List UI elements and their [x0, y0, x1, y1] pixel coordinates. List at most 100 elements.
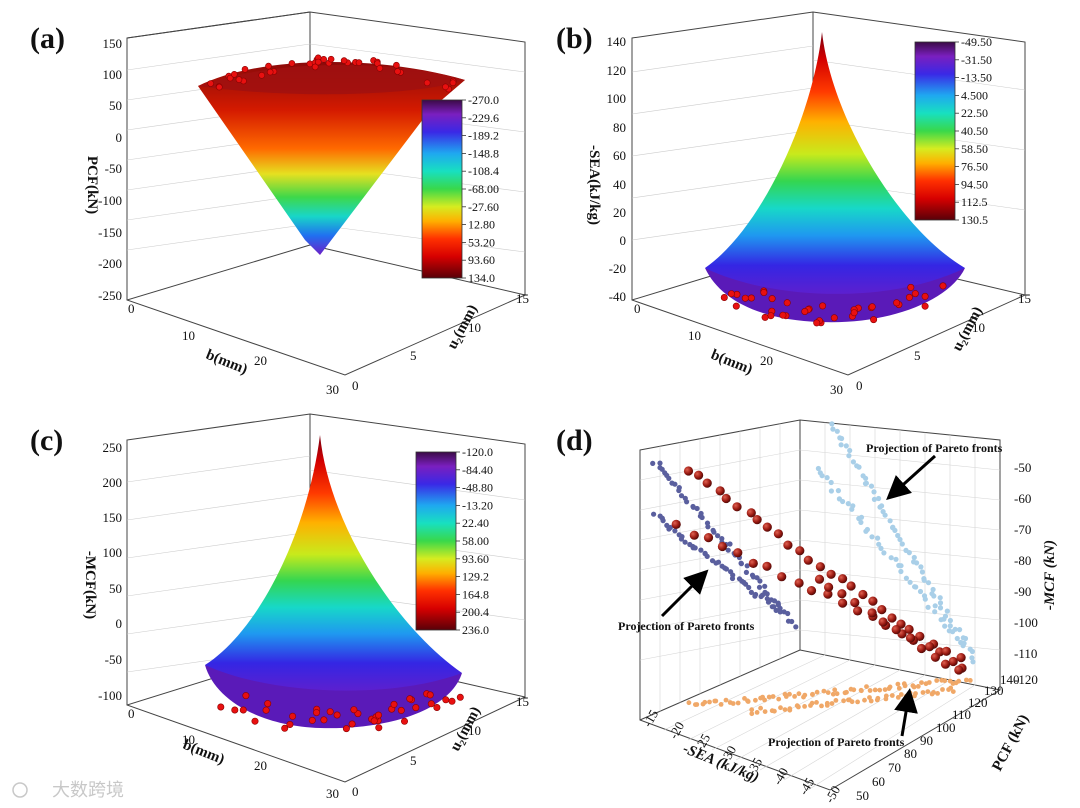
sample-point: [741, 294, 749, 302]
panel-b-z-tick: 140: [607, 34, 627, 49]
projection-point: [752, 593, 758, 599]
sample-point: [783, 299, 791, 307]
projection-point: [864, 684, 869, 689]
projection-point: [787, 691, 792, 697]
projection-point: [773, 607, 779, 614]
projection-point: [715, 533, 721, 539]
panel-c-x-tick: 30: [326, 786, 339, 801]
projection-point: [835, 488, 842, 494]
panel-a-y-tick: 0: [352, 378, 359, 393]
projection-point: [796, 704, 801, 710]
projection-point: [776, 696, 782, 702]
panel-a-y-tick: 15: [516, 291, 529, 306]
projection-point: [876, 495, 882, 502]
projection-point: [882, 687, 888, 692]
colorbar-label: 40.50: [961, 124, 988, 138]
projection-point: [802, 692, 808, 698]
projection-point: [944, 608, 950, 614]
projection-point: [940, 687, 945, 692]
panel-c-z-tick: 200: [103, 475, 123, 490]
sample-point: [449, 79, 457, 86]
colorbar-label: -120.0: [462, 445, 493, 459]
sample-point: [350, 706, 358, 714]
panel-d-z-tick: -60: [1014, 491, 1031, 506]
panel-c-x-tick: 0: [128, 706, 135, 721]
pareto-point: [941, 646, 952, 656]
sample-point: [907, 283, 915, 291]
pareto-point: [948, 656, 958, 667]
pareto-point: [930, 652, 941, 662]
sample-point: [241, 66, 249, 73]
projection-point: [918, 564, 924, 570]
sample-point: [370, 717, 378, 725]
pareto-point: [954, 665, 964, 675]
sample-point: [264, 700, 272, 708]
panel-c-z-tick: 100: [103, 545, 123, 560]
panel-c-x-tick: 10: [182, 732, 195, 747]
projection-point: [651, 511, 657, 517]
pareto-point: [703, 533, 714, 543]
panel-d-z-label: -MCF (kN): [1042, 540, 1058, 610]
projection-point: [922, 596, 928, 602]
projection-point: [902, 683, 908, 689]
projection-point: [914, 560, 920, 566]
pareto-point: [824, 582, 834, 592]
projection-point: [839, 435, 845, 442]
projection-point: [829, 701, 835, 706]
panel-b-surface: [705, 32, 965, 304]
projection-point: [844, 689, 849, 695]
sample-point: [720, 293, 728, 301]
panel-b-z-tick: -40: [609, 289, 626, 304]
sample-point: [326, 708, 334, 716]
sample-point: [397, 706, 405, 714]
projection-point: [874, 697, 880, 703]
projection-point: [903, 693, 909, 699]
pareto-point: [837, 589, 847, 599]
projection-point: [749, 707, 755, 713]
projection-point: [758, 705, 763, 711]
projection-point: [931, 690, 936, 695]
projection-point: [772, 708, 777, 714]
pareto-point: [702, 478, 712, 488]
sample-point: [393, 61, 400, 69]
colorbar-label: 236.0: [462, 623, 489, 637]
projection-point: [815, 465, 822, 472]
projection-point: [858, 514, 865, 520]
panel-c-y-ticks: 0 5 10 15: [352, 694, 529, 799]
panel-a: (a) 150 100 50 0 -50 -100: [30, 11, 529, 397]
projection-point: [725, 547, 731, 553]
projection-point: [871, 489, 877, 495]
panel-b-x-label: b(mm): [709, 347, 755, 378]
panel-d-x-tick: -40: [770, 765, 792, 788]
projection-point: [942, 623, 948, 629]
panel-b-z-tick: 40: [613, 177, 626, 192]
panel-a-z-tick: 100: [103, 67, 123, 82]
colorbar-label: -13.50: [961, 71, 992, 85]
panel-a-letter: (a): [30, 22, 65, 55]
panel-c-colorbar-labels: -120.0 -84.40 -48.80 -13.20 22.40 58.00 93.60 1…: [456, 445, 493, 637]
projection-point: [942, 678, 948, 684]
panel-a-z-ticks: 150 100 50 0 -50 -100 -150 -200 -250: [98, 36, 122, 303]
projection-point: [748, 589, 755, 596]
projection-point: [935, 691, 940, 696]
pareto-point: [777, 572, 787, 582]
panel-d-y-ticks: 50 60 70 80 90 100 110 120 130 140: [856, 672, 1020, 803]
pareto-point: [905, 633, 916, 643]
projection-point: [743, 569, 750, 576]
projection-point: [883, 693, 889, 699]
pareto-point: [762, 522, 772, 532]
sample-point: [868, 303, 876, 311]
sample-point: [911, 290, 919, 298]
pareto-point: [803, 555, 813, 565]
panel-b-z-tick: 120: [607, 63, 627, 78]
sample-point: [400, 717, 408, 725]
pareto-point: [846, 581, 856, 591]
projection-point: [830, 426, 836, 432]
watermark: 大数跨境: [12, 780, 124, 801]
panel-a-x-tick: 10: [182, 328, 195, 343]
panel-b-x-tick: 0: [634, 301, 641, 316]
pareto-point: [752, 515, 762, 525]
panel-b: (b) 140 120 100 80 60 40 20 0 -20 -40: [556, 11, 1031, 397]
pareto-point: [773, 529, 784, 539]
pareto-point: [746, 508, 756, 518]
